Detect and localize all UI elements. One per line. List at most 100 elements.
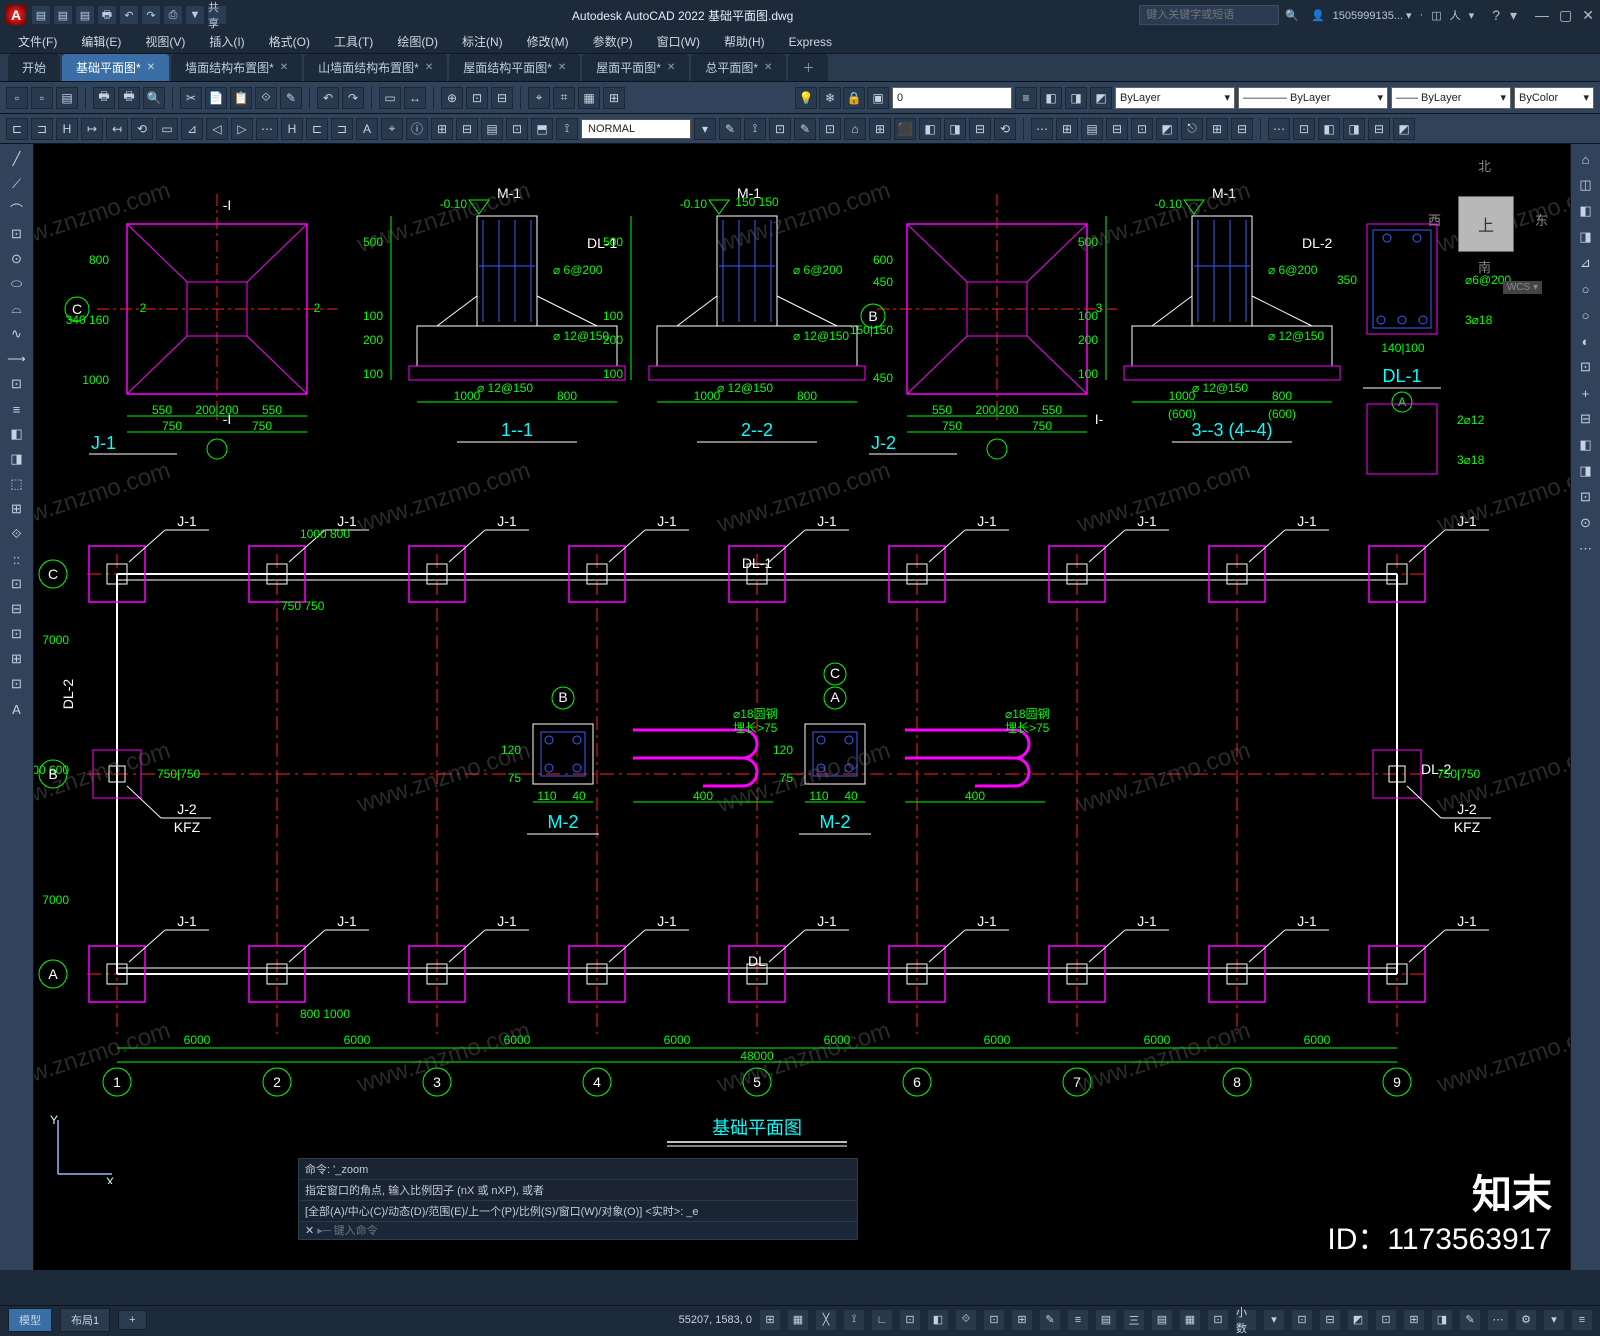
tb2-button[interactable]: ⓘ xyxy=(406,118,428,140)
tb2-button[interactable]: ⊐ xyxy=(331,118,353,140)
menu-item[interactable]: 帮助(H) xyxy=(714,31,775,52)
new-tab-button[interactable]: ＋ xyxy=(788,54,828,81)
tb2-button[interactable]: ⊞ xyxy=(869,118,891,140)
status-toggle[interactable]: ⊡ xyxy=(1376,1310,1396,1330)
menu-item[interactable]: 视图(V) xyxy=(135,31,195,52)
tb2-button[interactable]: ⌂ xyxy=(844,118,866,140)
palette-button[interactable]: ⊡ xyxy=(6,673,28,695)
qat-button[interactable]: 共享 xyxy=(208,6,226,24)
tb2-button[interactable]: ◧ xyxy=(1318,118,1340,140)
palette-button[interactable]: ◨ xyxy=(6,448,28,470)
layer-state-icon[interactable]: 🔒 xyxy=(843,87,865,109)
palette-button[interactable]: ∿ xyxy=(6,323,28,345)
status-toggle[interactable]: ▦ xyxy=(788,1310,808,1330)
layout-tab[interactable]: 模型 xyxy=(8,1308,52,1332)
status-toggle[interactable]: ⋯ xyxy=(1488,1310,1508,1330)
status-toggle[interactable]: ⊡ xyxy=(1208,1310,1228,1330)
tab-close-icon[interactable]: ✕ xyxy=(667,62,675,73)
status-toggle[interactable]: ▾ xyxy=(1544,1310,1564,1330)
status-toggle[interactable]: ⊟ xyxy=(1320,1310,1340,1330)
search-icon[interactable]: 🔍 xyxy=(1285,9,1299,22)
tb2-button[interactable]: ⊟ xyxy=(1368,118,1390,140)
tb2-button[interactable]: ⋯ xyxy=(256,118,278,140)
apps-icon[interactable]: ◫ xyxy=(1431,9,1441,22)
palette-button[interactable]: ⟋ xyxy=(6,173,28,195)
tb2-button[interactable]: ⟲ xyxy=(131,118,153,140)
tb2-button[interactable]: ⌖ xyxy=(381,118,403,140)
toolbar-button[interactable]: ⊕ xyxy=(441,87,463,109)
palette-button[interactable]: ⊙ xyxy=(6,248,28,270)
tb2-button[interactable]: ◩ xyxy=(1156,118,1178,140)
bylayer-linetype[interactable]: ———— ByLayer▾ xyxy=(1238,87,1388,109)
palette-button[interactable]: ⊙ xyxy=(1575,512,1597,534)
layout-tab[interactable]: 布局1 xyxy=(60,1308,110,1332)
status-toggle[interactable]: ◧ xyxy=(928,1310,948,1330)
tb2-button[interactable]: ⊡ xyxy=(1293,118,1315,140)
palette-button[interactable]: ◨ xyxy=(1575,226,1597,248)
tb2-button[interactable]: ▭ xyxy=(156,118,178,140)
menu-item[interactable]: 标注(N) xyxy=(452,31,513,52)
tab-close-icon[interactable]: ✕ xyxy=(558,62,566,73)
tb2-button[interactable]: ▷ xyxy=(231,118,253,140)
status-toggle[interactable]: ⊞ xyxy=(1404,1310,1424,1330)
menu-item[interactable]: 插入(I) xyxy=(199,31,254,52)
status-toggle[interactable]: ✎ xyxy=(1460,1310,1480,1330)
help-icon[interactable]: ? xyxy=(1492,7,1500,24)
palette-button[interactable]: ⊟ xyxy=(6,598,28,620)
palette-button[interactable]: + xyxy=(1575,382,1597,404)
dimstyle-combo[interactable]: NORMAL xyxy=(581,119,691,139)
status-toggle[interactable]: ╳ xyxy=(816,1310,836,1330)
tb2-button[interactable]: ⊡ xyxy=(819,118,841,140)
toolbar-button[interactable]: ▤ xyxy=(56,87,78,109)
status-toggle[interactable]: 三 xyxy=(1124,1310,1144,1330)
qat-button[interactable]: ⎙ xyxy=(164,6,182,24)
minimize-icon[interactable]: — xyxy=(1535,7,1549,24)
palette-button[interactable]: ⊡ xyxy=(6,223,28,245)
toolbar-button[interactable]: ⊞ xyxy=(603,87,625,109)
palette-button[interactable]: ⌒ xyxy=(6,198,28,220)
qat-button[interactable]: ▤ xyxy=(54,6,72,24)
menu-item[interactable]: 修改(M) xyxy=(517,31,579,52)
command-line[interactable]: 命令: '_zoom 指定窗口的角点, 输入比例因子 (nX 或 nXP), 或… xyxy=(298,1158,858,1240)
tb2-button[interactable]: ⊞ xyxy=(1206,118,1228,140)
tb2-button[interactable]: ↦ xyxy=(81,118,103,140)
palette-button[interactable]: A xyxy=(6,698,28,720)
tb2-button[interactable]: ◨ xyxy=(1343,118,1365,140)
doc-tab[interactable]: 屋面平面图*✕ xyxy=(582,54,689,81)
tb2-button[interactable]: ⊏ xyxy=(306,118,328,140)
palette-button[interactable]: ⊡ xyxy=(1575,356,1597,378)
status-toggle[interactable]: ✎ xyxy=(1040,1310,1060,1330)
menu-item[interactable]: 文件(F) xyxy=(8,31,67,52)
tb2-button[interactable]: ⊞ xyxy=(1056,118,1078,140)
tb2-button[interactable]: ⊐ xyxy=(31,118,53,140)
tb2-button[interactable]: ⊿ xyxy=(181,118,203,140)
doc-tab[interactable]: 屋面结构平面图*✕ xyxy=(449,54,580,81)
palette-button[interactable]: ⬭ xyxy=(6,273,28,295)
doc-tab[interactable]: 总平面图*✕ xyxy=(691,54,786,81)
tb2-button[interactable]: ⟲ xyxy=(994,118,1016,140)
status-toggle[interactable]: 小数 xyxy=(1236,1310,1256,1330)
status-toggle[interactable]: ⊡ xyxy=(984,1310,1004,1330)
tb2-button[interactable]: ⊟ xyxy=(969,118,991,140)
toolbar-button[interactable]: ▫ xyxy=(6,87,28,109)
palette-button[interactable]: ⊡ xyxy=(6,373,28,395)
toolbar-button[interactable]: ▫ xyxy=(31,87,53,109)
tab-close-icon[interactable]: ✕ xyxy=(280,62,288,73)
toolbar-button[interactable]: ⟐ xyxy=(255,87,277,109)
person-icon[interactable]: 人 xyxy=(1450,7,1461,23)
palette-button[interactable]: ≡ xyxy=(6,398,28,420)
status-toggle[interactable]: ⚙ xyxy=(1516,1310,1536,1330)
cmd-close-icon[interactable]: ✕ xyxy=(305,1224,314,1237)
palette-button[interactable]: ⊡ xyxy=(1575,486,1597,508)
toolbar-button[interactable]: ▭ xyxy=(379,87,401,109)
tb2-button[interactable]: ⎋ xyxy=(1181,118,1203,140)
qat-button[interactable]: ↶ xyxy=(120,6,138,24)
tab-close-icon[interactable]: ✕ xyxy=(425,62,433,73)
tb2-button[interactable]: ✎ xyxy=(794,118,816,140)
tb2-button[interactable]: ⊡ xyxy=(506,118,528,140)
tb2-button[interactable]: ◨ xyxy=(944,118,966,140)
maximize-icon[interactable]: ▢ xyxy=(1559,7,1572,24)
status-toggle[interactable]: ▤ xyxy=(1096,1310,1116,1330)
tb2-button[interactable]: ⊟ xyxy=(1231,118,1253,140)
toolbar-button[interactable]: ⊡ xyxy=(466,87,488,109)
